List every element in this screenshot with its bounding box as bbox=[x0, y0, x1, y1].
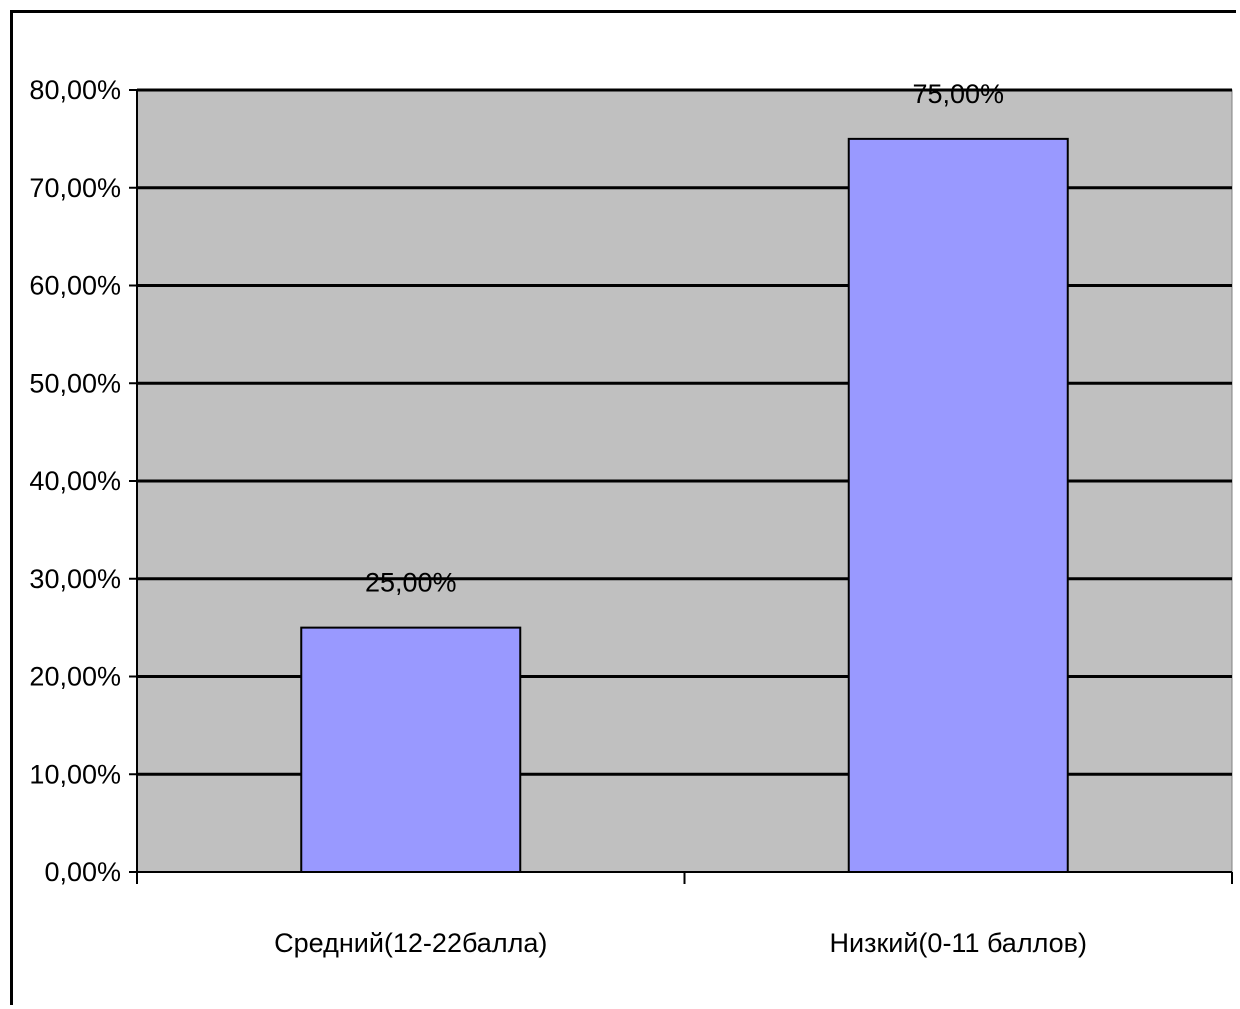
bar bbox=[847, 137, 1069, 873]
y-tick-label: 60,00% bbox=[29, 271, 121, 301]
y-tick-label: 40,00% bbox=[29, 466, 121, 496]
y-tick-label: 20,00% bbox=[29, 662, 121, 692]
y-tick-label: 10,00% bbox=[29, 759, 121, 789]
y-tick-label: 0,00% bbox=[44, 857, 121, 887]
axes bbox=[129, 89, 1233, 884]
y-tick-label: 80,00% bbox=[29, 75, 121, 105]
bar bbox=[300, 626, 522, 873]
labels: 0,00% 10,00% 20,00% 30,00% 40,00% 50,00% 60,00… bbox=[29, 75, 1087, 958]
bars bbox=[300, 137, 1069, 873]
x-category-label: Низкий(0-11 баллов) bbox=[830, 928, 1088, 958]
data-label: 75,00% bbox=[912, 79, 1004, 109]
chart-frame bbox=[10, 10, 1236, 1005]
data-label: 25,00% bbox=[365, 568, 457, 598]
y-tick-label: 50,00% bbox=[29, 368, 121, 398]
y-tick-label: 70,00% bbox=[29, 173, 121, 203]
x-category-label: Средний(12-22балла) bbox=[274, 928, 547, 958]
y-tick-label: 30,00% bbox=[29, 564, 121, 594]
